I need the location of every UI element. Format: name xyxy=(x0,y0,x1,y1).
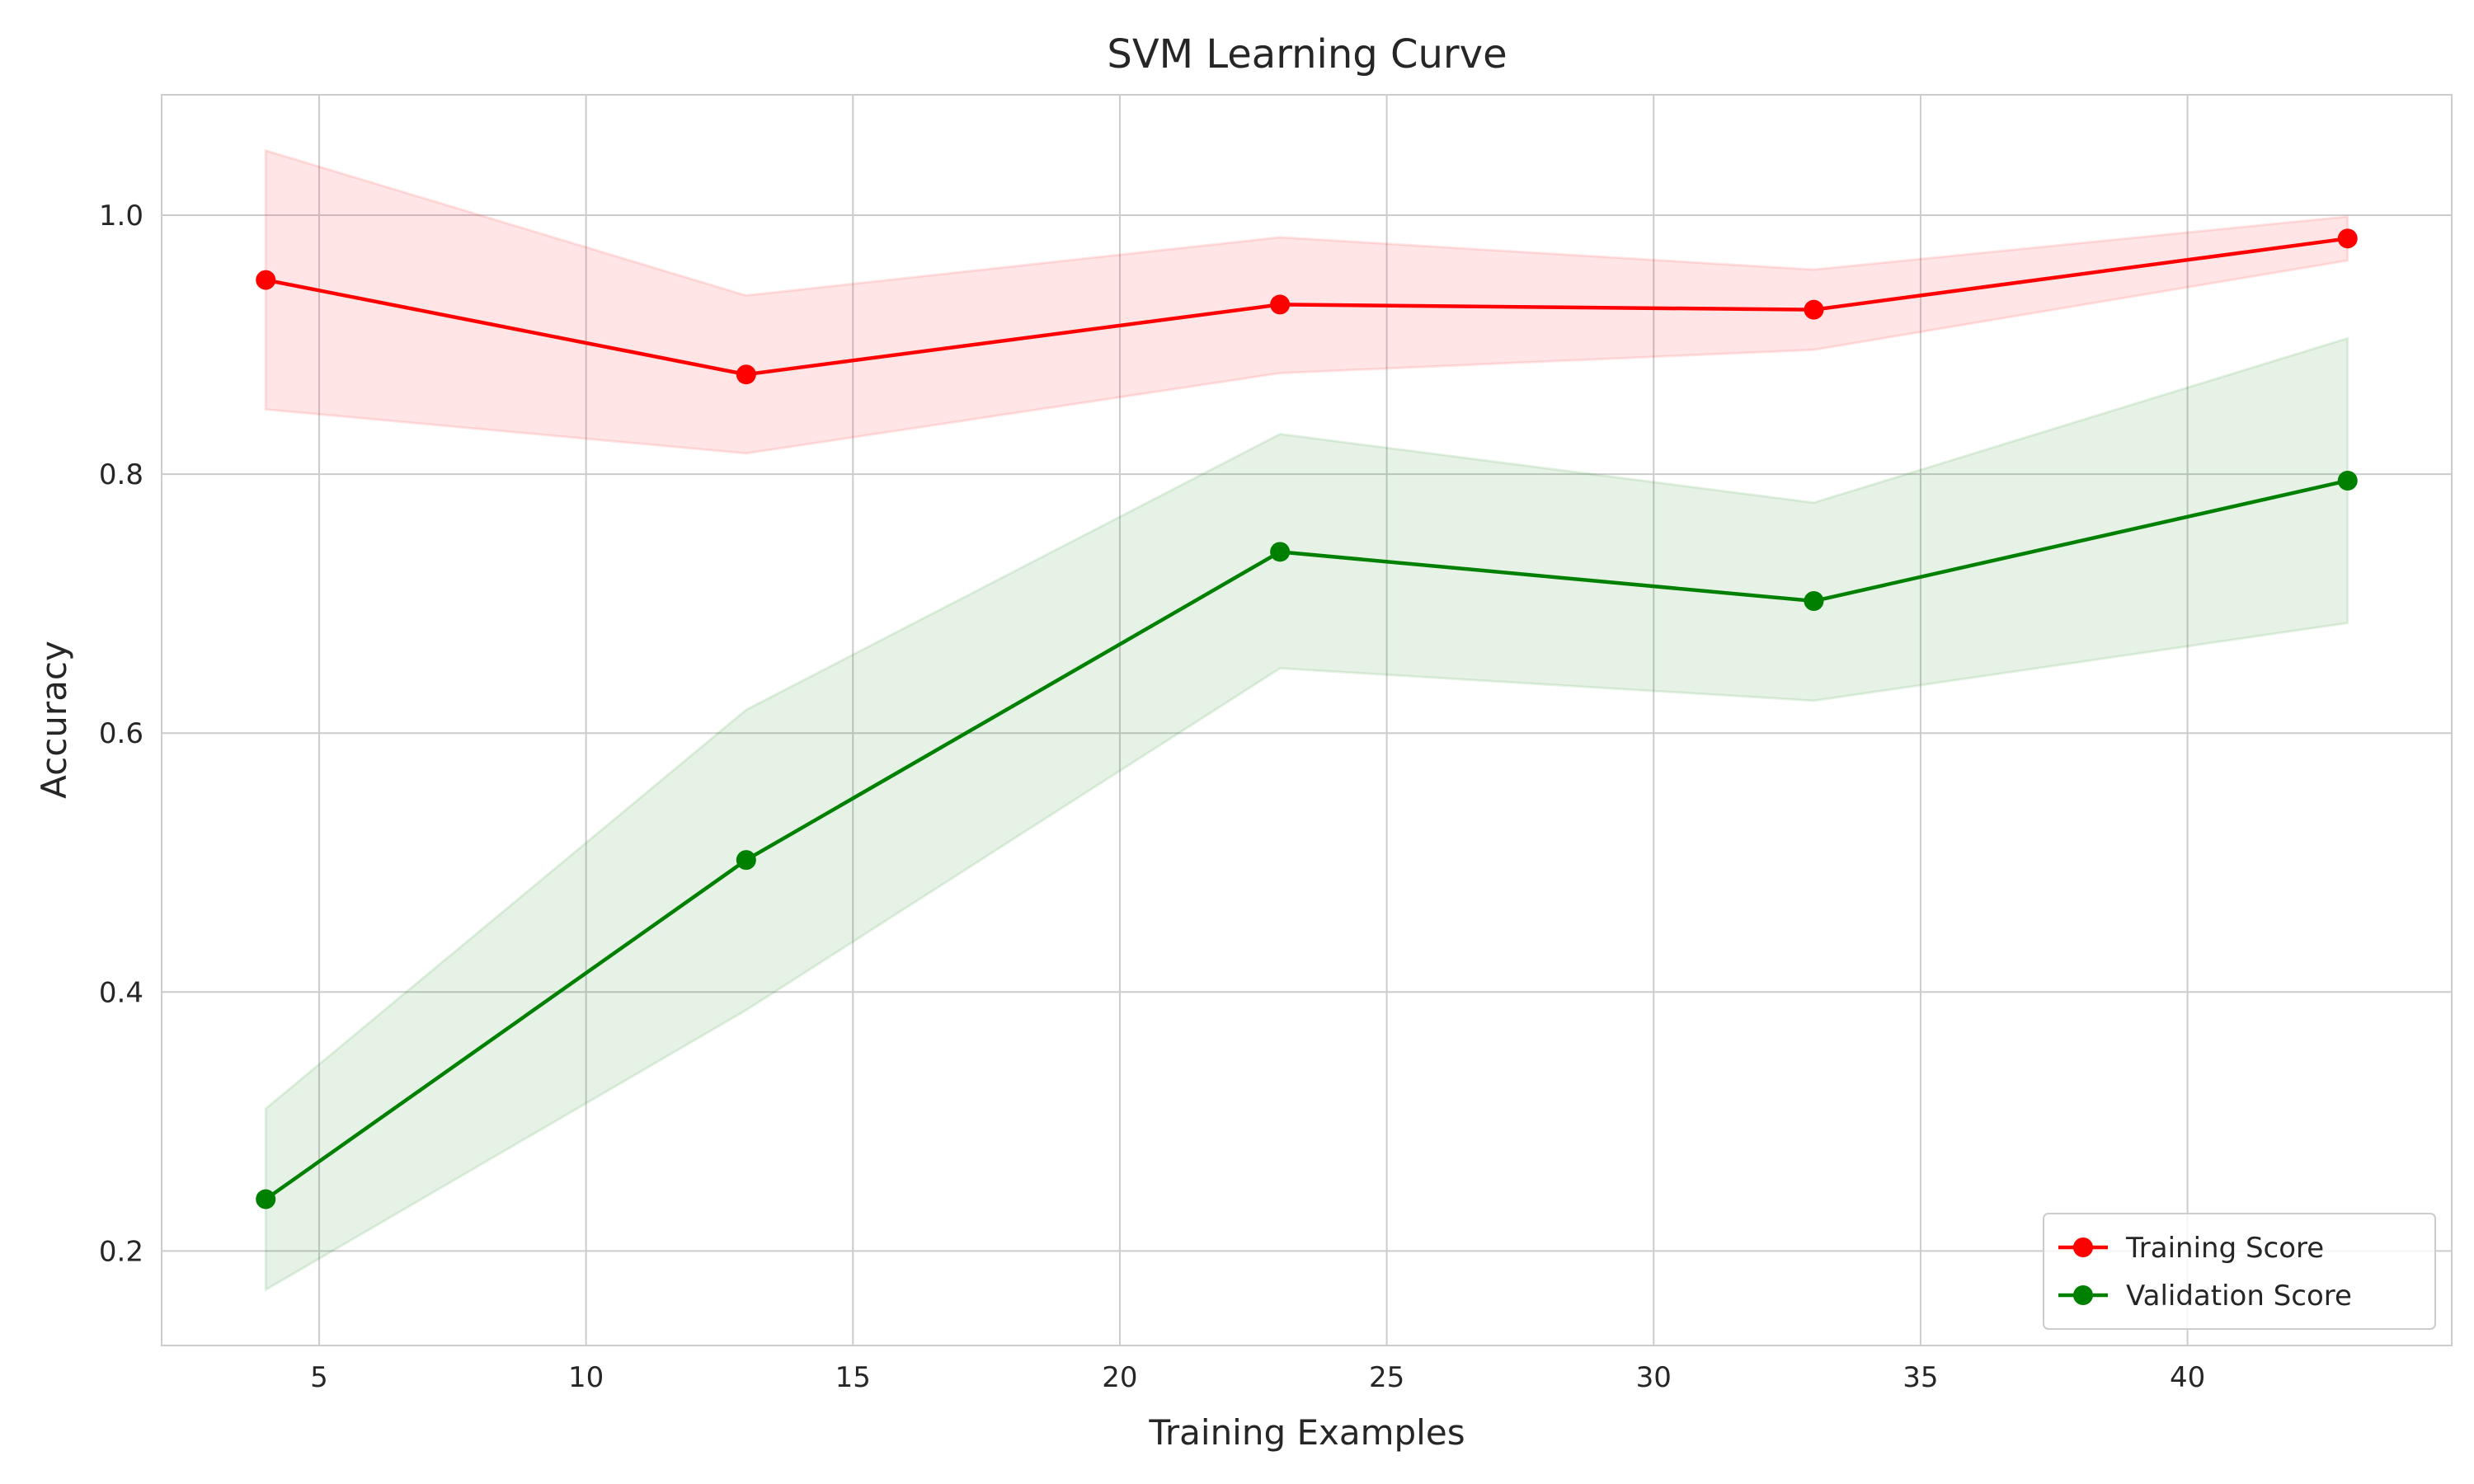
validation-score-legend-label: Validation Score xyxy=(2126,1280,2352,1313)
series-markers xyxy=(256,228,2358,1209)
confidence-bands xyxy=(264,148,2349,1293)
training-score-point xyxy=(2337,228,2358,249)
validation-score-point xyxy=(256,1189,276,1209)
y-axis-label: Accuracy xyxy=(34,641,74,799)
validation-score-band xyxy=(264,336,2349,1293)
grid xyxy=(162,95,2452,1345)
y-tick-label: 1.0 xyxy=(99,200,143,232)
legend: Training Score Validation Score xyxy=(2043,1213,2436,1330)
training-score-legend-marker xyxy=(2073,1237,2093,1257)
legend-box xyxy=(2043,1213,2436,1330)
x-tick-label: 5 xyxy=(310,1361,328,1394)
validation-score-legend-marker xyxy=(2073,1285,2093,1305)
chart-title: SVM Learning Curve xyxy=(1107,31,1507,77)
x-axis-label: Training Examples xyxy=(1148,1412,1465,1453)
validation-score-point xyxy=(2337,470,2358,491)
validation-score-point xyxy=(1270,542,1291,562)
y-tick-label: 0.6 xyxy=(99,717,143,750)
training-score-point xyxy=(736,364,756,385)
y-tick-label: 0.4 xyxy=(99,976,143,1009)
training-score-point xyxy=(256,270,276,290)
training-score-point xyxy=(1804,299,1824,320)
x-tick-label: 20 xyxy=(1102,1361,1137,1394)
training-score-band xyxy=(264,148,2349,455)
validation-score-point xyxy=(1804,591,1824,612)
tick-labels: 5 10 15 20 25 30 35 40 0.2 0.4 0.6 0.8 1.0 xyxy=(99,200,2205,1394)
y-tick-label: 0.2 xyxy=(99,1235,143,1268)
x-tick-label: 30 xyxy=(1636,1361,1672,1394)
validation-score-point xyxy=(736,850,756,871)
x-tick-label: 15 xyxy=(835,1361,871,1394)
y-tick-label: 0.8 xyxy=(99,458,143,491)
x-tick-label: 40 xyxy=(2170,1361,2205,1394)
x-tick-label: 10 xyxy=(568,1361,604,1394)
training-score-legend-label: Training Score xyxy=(2125,1232,2324,1265)
plot-frame xyxy=(161,94,2453,1346)
x-tick-label: 25 xyxy=(1369,1361,1404,1394)
x-tick-label: 35 xyxy=(1903,1361,1938,1394)
training-score-point xyxy=(1270,294,1291,315)
